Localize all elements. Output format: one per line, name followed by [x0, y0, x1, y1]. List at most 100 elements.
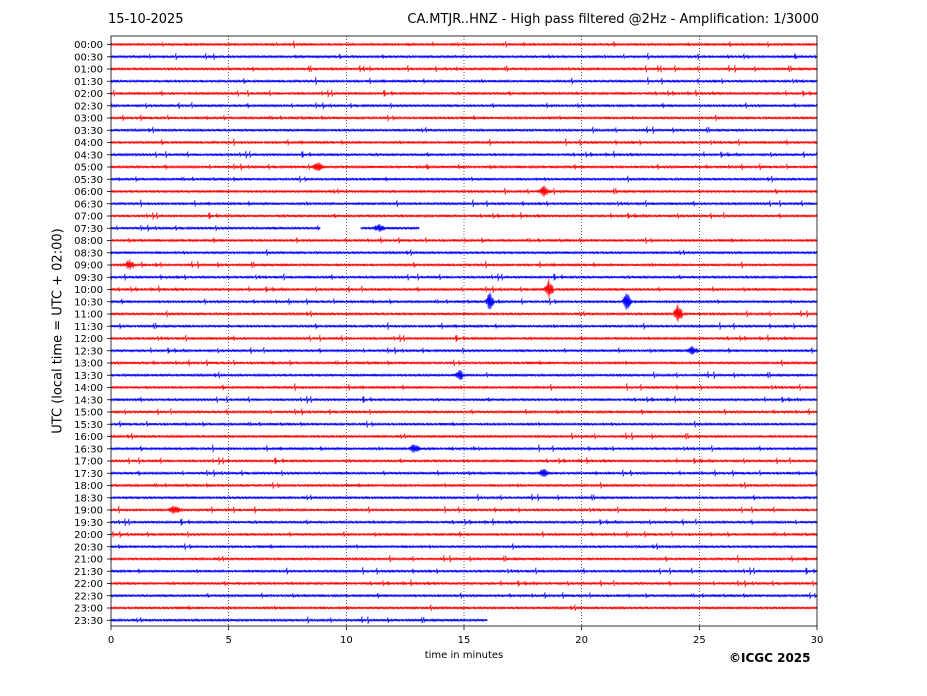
trace-row [110, 114, 818, 122]
trace-row [110, 321, 818, 330]
trace-row [110, 554, 818, 563]
y-tick-label: 00:00 [74, 40, 103, 51]
y-tick-label: 12:30 [74, 346, 103, 357]
y-tick-label: 23:00 [74, 604, 103, 615]
y-tick-label: 11:30 [74, 322, 103, 333]
trace-row [110, 249, 818, 257]
y-tick-label: 02:30 [74, 101, 103, 112]
y-tick-label: 06:30 [74, 199, 103, 210]
trace-row [110, 592, 818, 600]
y-tick-label: 18:00 [74, 481, 103, 492]
y-tick-label: 03:00 [74, 114, 103, 125]
y-tick-label: 19:00 [74, 506, 103, 517]
trace-row [110, 64, 818, 73]
trace-row [110, 432, 818, 441]
y-tick-label: 02:00 [74, 89, 103, 100]
trace-row [110, 223, 420, 233]
y-tick-label: 13:30 [74, 371, 103, 382]
trace-row [110, 52, 818, 61]
y-axis-label: UTC (local time = UTC + 02:00) [50, 228, 66, 434]
x-tick-label: 30 [811, 635, 824, 646]
trace-row [110, 579, 818, 588]
trace-row [110, 138, 818, 147]
trace-row [110, 604, 818, 612]
y-tick-label: 11:00 [74, 310, 103, 321]
trace-row [110, 162, 818, 172]
y-tick-label: 17:00 [74, 457, 103, 468]
trace-row [110, 101, 818, 110]
seismic-traces [110, 40, 818, 625]
trace-row [110, 272, 818, 282]
trace-row [110, 616, 488, 625]
y-tick-label: 17:30 [74, 469, 103, 480]
trace-row [110, 199, 818, 208]
trace-row [110, 543, 818, 551]
copyright-label: ©ICGC 2025 [729, 651, 811, 665]
y-tick-label: 19:30 [74, 518, 103, 529]
trace-row [110, 359, 818, 367]
y-tick-label: 12:00 [74, 334, 103, 345]
date-label: 15-10-2025 [108, 12, 184, 27]
trace-row [110, 566, 818, 576]
trace-row [110, 126, 818, 135]
y-tick-label: 06:00 [74, 187, 103, 198]
trace-row [110, 420, 818, 428]
trace-row [110, 395, 818, 404]
x-tick-label: 20 [575, 635, 588, 646]
trace-row [110, 456, 818, 465]
trace-row [110, 278, 818, 300]
trace-row [110, 211, 818, 220]
y-tick-label: 09:30 [74, 273, 103, 284]
x-tick-label: 25 [693, 635, 706, 646]
trace-row [110, 518, 818, 527]
y-tick-label: 01:30 [74, 77, 103, 88]
trace-row [110, 76, 818, 85]
x-tick-label: 0 [108, 635, 114, 646]
trace-row [110, 345, 818, 355]
trace-row [110, 175, 818, 183]
y-tick-label: 10:00 [74, 285, 103, 296]
y-tick-label: 07:30 [74, 224, 103, 235]
y-tick-label: 03:30 [74, 126, 103, 137]
trace-row [110, 444, 818, 454]
trace-row [110, 370, 818, 381]
y-tick-label: 04:30 [74, 150, 103, 161]
y-tick-label: 00:30 [74, 52, 103, 63]
trace-row [110, 259, 818, 271]
y-tick-label: 23:30 [74, 616, 103, 627]
trace-row [110, 89, 818, 98]
trace-row [110, 150, 818, 159]
y-tick-label: 15:30 [74, 420, 103, 431]
y-tick-label: 05:00 [74, 163, 103, 174]
trace-row [110, 185, 818, 197]
trace-row [110, 236, 818, 245]
trace-row [110, 481, 818, 490]
trace-row [110, 292, 818, 311]
trace-row [110, 40, 818, 49]
y-tick-label: 20:00 [74, 530, 103, 541]
trace-row [110, 530, 818, 539]
y-tick-label: 14:00 [74, 383, 103, 394]
trace-row [110, 493, 818, 502]
y-tick-label: 21:30 [74, 567, 103, 578]
y-tick-label: 04:00 [74, 138, 103, 149]
trace-row [110, 383, 818, 392]
y-tick-label: 08:00 [74, 236, 103, 247]
y-tick-label: 21:00 [74, 555, 103, 566]
y-tick-label: 20:30 [74, 542, 103, 553]
y-tick-label: 07:00 [74, 212, 103, 223]
y-tick-label: 10:30 [74, 297, 103, 308]
y-tick-label: 08:30 [74, 248, 103, 259]
y-tick-label: 05:30 [74, 175, 103, 186]
chart-title: CA.MTJR..HNZ - High pass filtered @2Hz -… [407, 12, 819, 27]
trace-row [110, 505, 818, 515]
x-axis-label: time in minutes [424, 650, 504, 661]
y-tick-label: 14:30 [74, 395, 103, 406]
x-tick-label: 5 [225, 635, 231, 646]
y-tick-label: 15:00 [74, 408, 103, 419]
y-tick-label: 22:30 [74, 591, 103, 602]
x-tick-label: 10 [340, 635, 353, 646]
y-tick-label: 16:30 [74, 444, 103, 455]
